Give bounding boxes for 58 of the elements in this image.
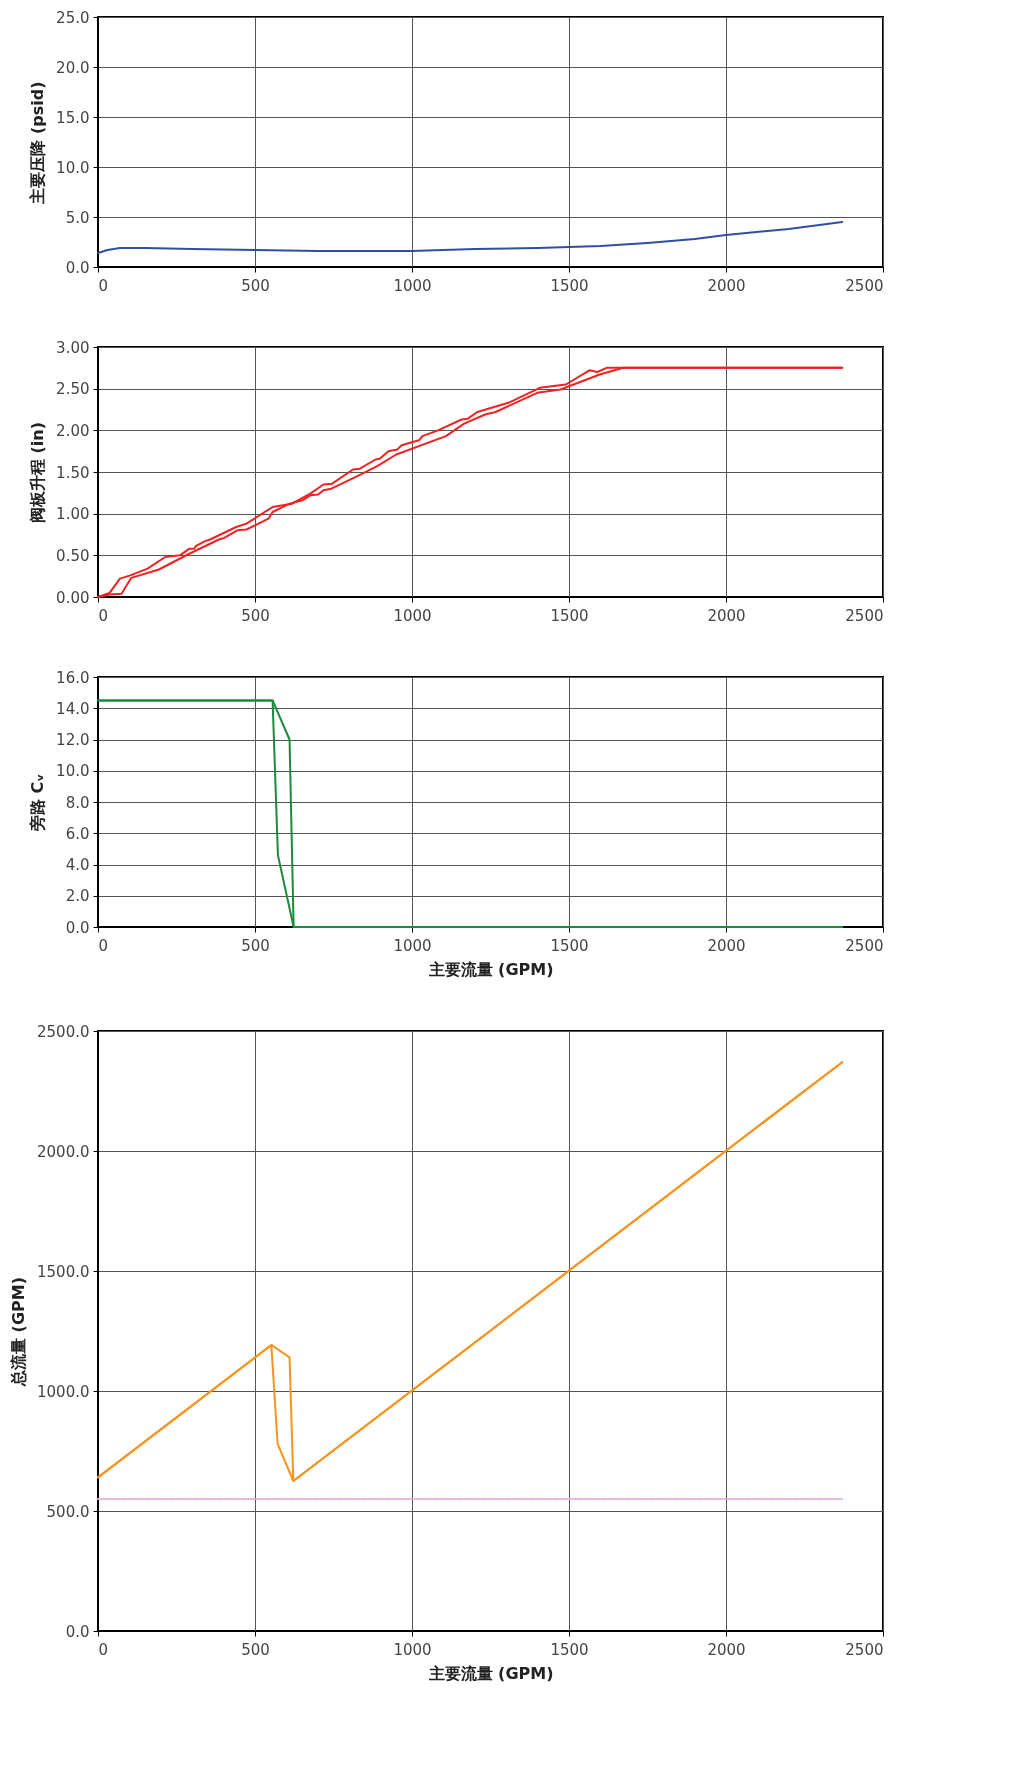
x-tick-label: 2500 — [845, 1640, 884, 1659]
y-tick-label: 2000.0 — [37, 1142, 90, 1161]
y-tick-label: 14.0 — [56, 699, 90, 718]
x-tick-label: 0 — [98, 276, 109, 295]
x-tick-label: 1500 — [550, 936, 589, 955]
x-tick-label: 1000 — [393, 1640, 432, 1659]
x-tick-label: 500 — [241, 936, 270, 955]
y-tick-label: 1500.0 — [37, 1262, 90, 1281]
y-tick-label: 1.00 — [56, 505, 90, 524]
y-tick-label: 2.50 — [56, 380, 90, 399]
y-tick-label: 20.0 — [56, 58, 90, 77]
y-tick-label: 1000.0 — [37, 1382, 90, 1401]
x-tick-label: 2000 — [707, 606, 746, 625]
y-tick-label: 8.0 — [65, 793, 90, 812]
y-tick-label: 0.0 — [65, 1622, 90, 1641]
y-axis-title: 旁路 Cᵥ — [28, 773, 48, 832]
x-tick-label: 500 — [241, 1640, 270, 1659]
y-tick-label: 5.0 — [65, 208, 90, 227]
y-tick-label: 15.0 — [56, 108, 90, 127]
x-tick-label: 500 — [241, 606, 270, 625]
y-tick-label: 2500.0 — [37, 1022, 90, 1041]
x-tick-label: 2500 — [845, 606, 884, 625]
y-tick-label: 6.0 — [65, 824, 90, 843]
y-tick-label: 0.0 — [65, 258, 90, 277]
y-tick-label: 10.0 — [56, 158, 90, 177]
y-tick-label: 0.0 — [65, 918, 90, 937]
x-tick-label: 1000 — [393, 936, 432, 955]
x-tick-label: 2500 — [845, 936, 884, 955]
y-tick-label: 16.0 — [56, 668, 90, 687]
y-tick-label: 500.0 — [46, 1502, 90, 1521]
y-tick-label: 1.50 — [56, 463, 90, 482]
y-axis-title: 阀板升程 (in) — [28, 421, 48, 524]
x-tick-label: 0 — [98, 936, 109, 955]
x-tick-label: 2000 — [707, 936, 746, 955]
y-axis-title: 总流量 (GPM) — [9, 1277, 29, 1387]
y-tick-label: 3.00 — [56, 338, 90, 357]
y-tick-label: 4.0 — [65, 856, 90, 874]
y-tick-label: 0.00 — [56, 588, 90, 607]
y-tick-label: 2.0 — [65, 887, 90, 906]
y-tick-label: 0.50 — [56, 546, 90, 565]
y-tick-label: 10.0 — [56, 762, 90, 781]
y-axis-title: 主要压降 (psid) — [28, 81, 48, 205]
x-axis-title: 主要流量 (GPM) — [427, 1663, 554, 1683]
x-tick-label: 2500 — [845, 276, 884, 295]
x-tick-label: 2000 — [707, 276, 746, 295]
x-tick-label: 1500 — [550, 1640, 589, 1659]
x-tick-label: 1500 — [550, 606, 589, 625]
x-tick-label: 2000 — [707, 1640, 746, 1659]
y-tick-label: 25.0 — [56, 8, 90, 27]
y-tick-label: 12.0 — [56, 731, 90, 749]
x-tick-label: 0 — [98, 606, 109, 625]
x-tick-label: 0 — [98, 1640, 109, 1659]
y-tick-label: 2.00 — [56, 421, 90, 440]
x-tick-label: 1000 — [393, 606, 432, 625]
x-axis-title: 主要流量 (GPM) — [427, 959, 554, 979]
x-tick-label: 1500 — [550, 276, 589, 295]
x-tick-label: 1000 — [393, 276, 432, 295]
x-tick-label: 500 — [241, 276, 270, 295]
